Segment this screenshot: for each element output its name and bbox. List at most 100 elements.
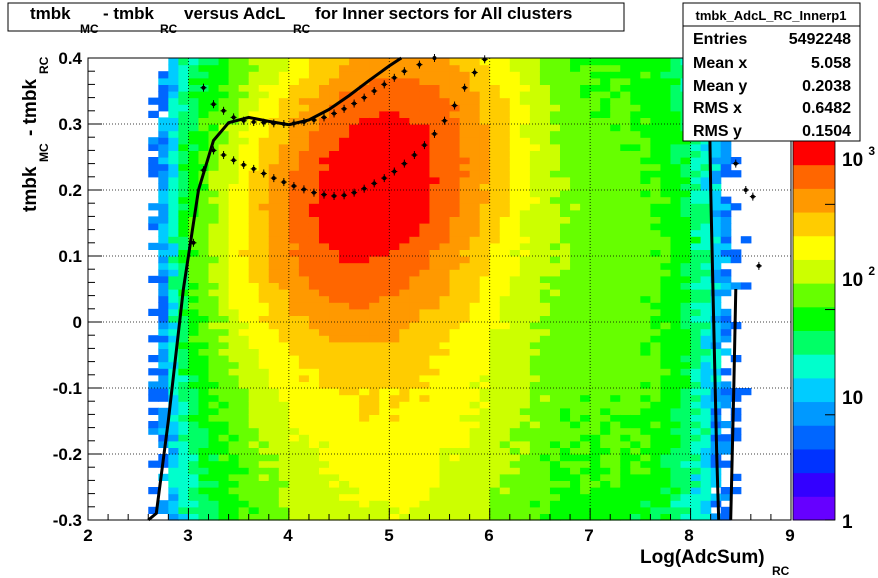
heatmap-cell — [288, 295, 300, 303]
heatmap-cell — [268, 104, 280, 112]
heatmap-cell — [529, 328, 541, 336]
heatmap-cell — [529, 427, 541, 435]
heatmap-cell — [489, 183, 501, 191]
heatmap-cell — [600, 216, 611, 224]
heatmap-cell — [570, 335, 581, 343]
heatmap-cell — [720, 493, 732, 501]
heatmap-cell — [158, 335, 169, 343]
heatmap-cell — [158, 394, 169, 402]
heatmap-cell — [479, 513, 491, 521]
heatmap-cell — [590, 295, 601, 303]
heatmap-cell — [389, 487, 400, 495]
heatmap-cell — [620, 361, 631, 369]
heatmap-cell — [590, 183, 601, 191]
heatmap-cell — [298, 249, 310, 257]
heatmap-cell — [329, 454, 340, 462]
heatmap-cell — [660, 467, 672, 475]
heatmap-cell — [389, 91, 400, 99]
heatmap-cell — [580, 176, 591, 184]
heatmap-cell — [580, 183, 591, 191]
heatmap-cell — [600, 117, 611, 125]
heatmap-cell — [670, 203, 682, 211]
heatmap-cell — [700, 322, 712, 330]
heatmap-cell — [730, 473, 742, 481]
heatmap-cell — [469, 454, 481, 462]
heatmap-cell — [298, 262, 310, 270]
heatmap-cell — [188, 104, 200, 112]
colorbar-segment — [793, 188, 835, 213]
heatmap-cell — [399, 473, 410, 481]
heatmap-cell — [710, 163, 722, 171]
heatmap-cell — [660, 242, 672, 250]
heatmap-cell — [268, 143, 280, 151]
heatmap-cell — [369, 104, 380, 112]
heatmap-cell — [218, 249, 230, 257]
heatmap-cell — [218, 229, 230, 237]
heatmap-cell — [630, 256, 641, 264]
heatmap-cell — [529, 229, 541, 237]
heatmap-cell — [590, 203, 601, 211]
heatmap-cell — [238, 328, 250, 336]
heatmap-cell — [690, 269, 702, 277]
heatmap-cell — [339, 176, 350, 184]
heatmap-cell — [248, 130, 260, 138]
heatmap-cell — [298, 124, 310, 132]
heatmap-cell — [228, 249, 240, 257]
heatmap-cell — [339, 223, 350, 231]
heatmap-cell — [459, 295, 471, 303]
heatmap-cell — [610, 137, 621, 145]
heatmap-cell — [168, 269, 179, 277]
heatmap-cell — [158, 256, 169, 264]
heatmap-cell — [650, 506, 662, 514]
heatmap-cells — [148, 58, 752, 521]
heatmap-cell — [700, 374, 712, 382]
heatmap-cell — [218, 500, 230, 508]
heatmap-cell — [238, 381, 250, 389]
heatmap-cell — [459, 513, 471, 521]
heatmap-cell — [258, 500, 270, 508]
heatmap-cell — [650, 421, 662, 429]
heatmap-cell — [308, 84, 320, 92]
heatmap-cell — [178, 229, 190, 237]
heatmap-cell — [379, 190, 390, 198]
heatmap-cell — [620, 506, 631, 514]
heatmap-cell — [409, 170, 421, 178]
heatmap-cell — [359, 229, 370, 237]
heatmap-cell — [369, 150, 380, 158]
heatmap-cell — [158, 229, 169, 237]
heatmap-cell — [429, 236, 441, 244]
heatmap-cell — [499, 348, 511, 356]
heatmap-cell — [560, 196, 571, 204]
heatmap-cell — [359, 275, 370, 283]
heatmap-cell — [560, 289, 571, 297]
heatmap-cell — [549, 473, 561, 481]
heatmap-cell — [499, 289, 511, 297]
heatmap-cell — [700, 302, 712, 310]
heatmap-cell — [549, 236, 561, 244]
heatmap-cell — [298, 454, 310, 462]
heatmap-cell — [198, 500, 210, 508]
heatmap-cell — [359, 157, 370, 165]
heatmap-cell — [409, 388, 421, 396]
heatmap-cell — [178, 170, 190, 178]
heatmap-cell — [439, 249, 451, 257]
heatmap-cell — [469, 374, 481, 382]
profile-point — [291, 121, 296, 126]
heatmap-cell — [690, 341, 702, 349]
heatmap-cell — [218, 97, 230, 105]
heatmap-cell — [489, 434, 501, 442]
heatmap-cell — [670, 97, 682, 105]
heatmap-cell — [429, 500, 441, 508]
heatmap-cell — [258, 190, 270, 198]
heatmap-cell — [198, 64, 210, 72]
heatmap-cell — [248, 513, 260, 521]
heatmap-cell — [168, 275, 179, 283]
heatmap-cell — [479, 256, 491, 264]
heatmap-cell — [610, 275, 621, 283]
heatmap-cell — [429, 275, 441, 283]
heatmap-cell — [449, 110, 461, 118]
x-tick-label: 6 — [484, 526, 493, 545]
heatmap-cell — [730, 414, 742, 422]
heatmap-cell — [379, 328, 390, 336]
heatmap-cell — [178, 262, 190, 270]
